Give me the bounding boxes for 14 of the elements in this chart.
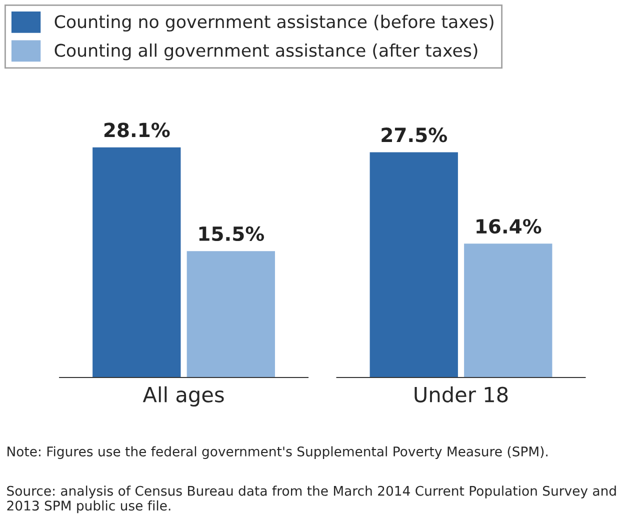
text: Note: Figures use the federal government's Supplemental Poverty Measure (SPM). [8,446,548,460]
legend-label: Counting no government assistance (before taxes) [54,14,494,32]
source-note: Source: analysis of Census Bureau data from the March 2014 Current Population Survey and 2013 SPM public use file. [7,486,616,514]
data-label: 16.4% [476,218,542,234]
bar [185,250,276,378]
data-label: 27.5% [382,128,447,142]
bar [91,146,182,378]
data-label: 15.5% [199,226,264,242]
data-label: 28.1% [104,122,170,138]
legend-label: Counting all government assistance (after taxes) [54,43,478,60]
x-tick-label: Under 18 [414,386,508,402]
x-tick-label: All ages [142,386,224,406]
bar [368,150,460,378]
bar [462,242,554,378]
